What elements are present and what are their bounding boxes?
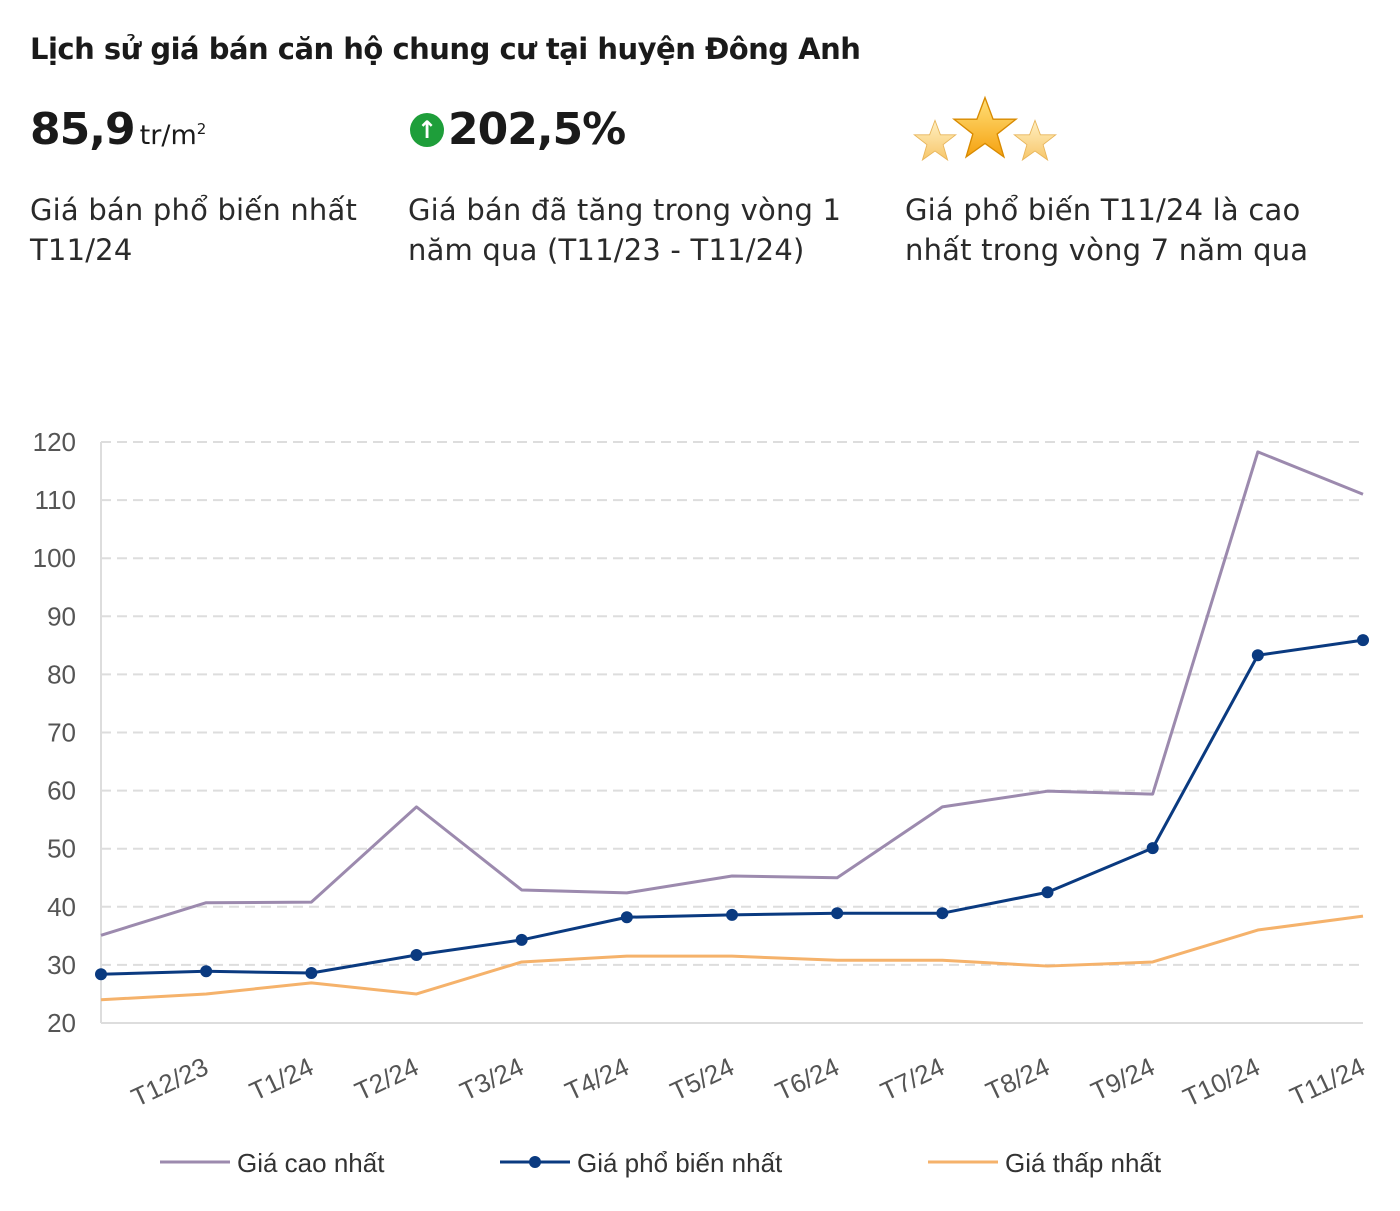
stat-growth: ↑ 202,5% (410, 104, 626, 155)
stat-growth-desc: Giá bán đã tăng trong vòng 1 năm qua (T1… (408, 190, 841, 270)
x-tick-label: T1/24 (245, 1051, 318, 1106)
common-price-value: 85,9 (30, 104, 136, 155)
data-point-common (95, 968, 107, 981)
gridlines (100, 441, 1363, 1024)
y-tick-label: 30 (47, 950, 76, 980)
stat-common-desc: Giá bán phổ biến nhất T11/24 (30, 190, 357, 270)
data-point-common (936, 907, 949, 920)
series-line-low (100, 914, 1364, 1002)
x-tick-label: T7/24 (876, 1051, 949, 1106)
desc-line: nhất trong vòng 7 năm qua (905, 233, 1309, 267)
data-point-common (726, 908, 738, 921)
y-tick-label: 50 (47, 834, 76, 864)
legend: Giá cao nhất Giá phổ biến nhất Giá thấp nh… (160, 1148, 1162, 1178)
stat-common-price: 85,9 tr/m2 (30, 104, 206, 155)
y-tick-label: 60 (47, 776, 76, 806)
series-lines (95, 450, 1369, 1002)
x-tick-label: T10/24 (1178, 1051, 1264, 1112)
data-point-common (1357, 634, 1369, 647)
price-unit: tr/m2 (140, 120, 207, 151)
x-tick-label: T5/24 (666, 1051, 739, 1106)
y-tick-label: 110 (35, 485, 76, 515)
x-tick-label: T9/24 (1086, 1051, 1159, 1106)
desc-line: Giá bán phổ biến nhất (30, 193, 358, 227)
desc-line: năm qua (T11/23 - T11/24) (408, 233, 805, 267)
legend-label-low: Giá thấp nhất (1005, 1148, 1162, 1178)
data-point-common (515, 933, 528, 946)
series-line-common (100, 638, 1364, 976)
y-tick-label: 120 (33, 427, 76, 457)
data-point-common (1146, 842, 1159, 855)
unit-sup: 2 (196, 120, 207, 138)
growth-value: 202,5% (448, 104, 626, 155)
y-tick-label: 90 (47, 601, 76, 631)
three-stars-icon (912, 95, 1058, 162)
unit-text: tr/m (139, 120, 197, 151)
x-tick-label: T3/24 (455, 1051, 528, 1106)
data-point-common (831, 907, 844, 920)
data-point-common (305, 967, 318, 980)
data-point-common (1251, 649, 1264, 662)
arrow-up-circle-icon: ↑ (410, 113, 444, 147)
data-point-common (620, 911, 633, 924)
y-tick-label: 70 (47, 718, 76, 748)
legend-marker-common (529, 1156, 541, 1168)
legend-label-high: Giá cao nhất (237, 1148, 385, 1178)
x-axis-ticks: T12/23 T1/24 T2/24 T3/24 T4/24 T5/24 T6/24 T7/2… (127, 1051, 1370, 1112)
x-tick-label: T4/24 (560, 1051, 633, 1106)
x-tick-label: T2/24 (350, 1051, 423, 1106)
y-axis-ticks: 20 30 40 50 60 70 80 90 100 110 120 (33, 427, 76, 1038)
y-tick-label: 20 (47, 1008, 76, 1038)
y-tick-label: 40 (47, 892, 76, 922)
legend-label-common: Giá phổ biến nhất (577, 1148, 783, 1178)
x-tick-label: T12/23 (127, 1051, 213, 1112)
x-tick-label: T8/24 (981, 1051, 1054, 1106)
desc-line: T11/24 (30, 233, 133, 267)
desc-line: Giá bán đã tăng trong vòng 1 (408, 193, 842, 227)
stat-rank-desc: Giá phổ biến T11/24 là cao nhất trong vò… (905, 190, 1308, 270)
y-tick-label: 100 (33, 543, 76, 573)
desc-line: Giá phổ biến T11/24 là cao (905, 193, 1301, 227)
series-line-high (100, 450, 1364, 937)
chart-title: Lịch sử giá bán căn hộ chung cư tại huyệ… (30, 32, 861, 66)
data-point-common (1041, 886, 1054, 899)
data-point-common (410, 949, 423, 962)
data-point-common (200, 965, 213, 978)
x-tick-label: T11/24 (1285, 1051, 1369, 1112)
x-tick-label: T6/24 (771, 1051, 844, 1106)
y-tick-label: 80 (47, 659, 76, 689)
